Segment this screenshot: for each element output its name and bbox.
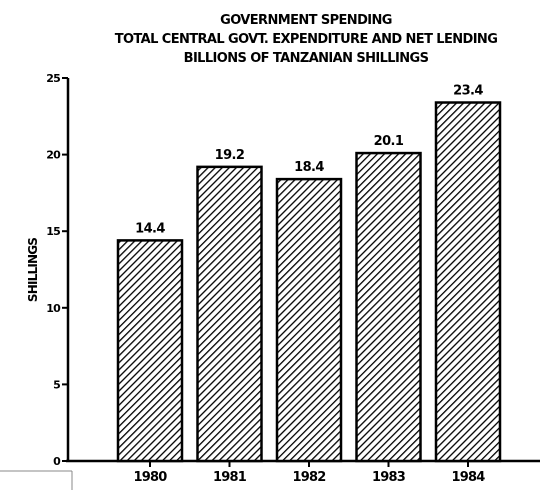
x-tick-label: 1984 [452,470,486,485]
y-tick-label: 15 [46,225,60,238]
bar-value-label: 23.4 [453,84,483,99]
x-tick-label: 1981 [213,470,247,485]
bar-value-label: 18.4 [294,160,324,175]
bar-value-label: 20.1 [374,134,404,149]
y-tick-label: 0 [53,455,61,468]
y-tick-label: 10 [46,302,61,315]
x-tick-label: 1980 [134,470,168,485]
x-tick-label: 1982 [293,470,326,485]
y-ticks-group: 0 5 10 15 20 25 [46,72,68,468]
y-axis-title: SHILLINGS [26,238,40,302]
bar-1982 [275,177,343,463]
corner-frame [0,470,73,490]
bar-value-label: 14.4 [135,221,165,236]
chart-title-line-1: GOVERNMENT SPENDING [220,13,392,28]
bar-value-label: 19.2 [215,148,245,163]
bars-group: 14.4 19.2 18.4 20.1 23.4 [116,84,502,463]
x-tick-label: 1983 [372,470,406,485]
bar-1980 [116,239,184,463]
x-ticks-group: 1980 1981 1982 1983 1984 [134,461,486,485]
bar-1984 [434,101,502,463]
bar-1981 [196,165,263,463]
y-tick-label: 5 [53,378,60,391]
chart-title-line-3: BILLIONS OF TANZANIAN SHILLINGS [184,51,429,66]
y-tick-label: 20 [46,149,61,162]
chart-title: GOVERNMENT SPENDING TOTAL CENTRAL GOVT. … [115,13,498,66]
chart-title-line-2: TOTAL CENTRAL GOVT. EXPENDITURE AND NET … [115,32,498,47]
bar-1983 [355,151,422,463]
y-tick-label: 25 [46,72,60,85]
